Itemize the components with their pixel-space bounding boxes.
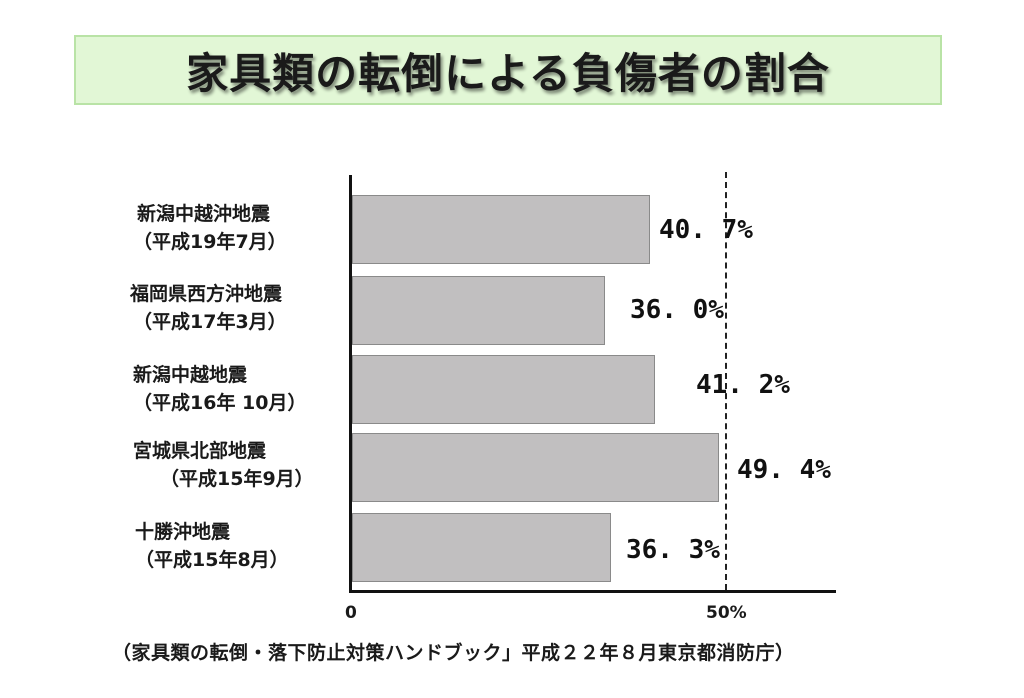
bar-niigata-chuetsu-oki: [352, 195, 650, 264]
bar-fukuoka-seiho-oki: [352, 276, 605, 345]
fifty-percent-reference-line: [725, 172, 727, 590]
source-citation: （家具類の転倒・落下防止対策ハンドブック」平成２２年８月東京都消防庁）: [112, 642, 795, 664]
value-label: 36. 0%: [630, 295, 724, 325]
category-label: 福岡県西方沖地震 （平成17年3月）: [130, 280, 287, 336]
page-title: 家具類の転倒による負傷者の割合: [186, 48, 830, 98]
value-label: 49. 4%: [737, 455, 831, 485]
category-label: 新潟中越地震 （平成16年 10月）: [133, 361, 307, 417]
bar-tokachi-oki: [352, 513, 611, 582]
x-tick-fifty: 50%: [706, 603, 747, 623]
x-axis-line: [349, 590, 836, 593]
y-axis-line: [349, 175, 352, 593]
bar-miyagi-hokubu: [352, 433, 719, 502]
category-label: 十勝沖地震 （平成15年8月）: [135, 518, 289, 574]
category-date: （平成17年3月）: [133, 311, 287, 333]
category-name: 新潟中越地震: [133, 364, 248, 386]
x-tick-zero: 0: [345, 603, 357, 623]
category-label: 新潟中越沖地震 （平成19年7月）: [133, 200, 287, 256]
category-date: （平成19年7月）: [133, 231, 287, 253]
category-name: 新潟中越沖地震: [137, 203, 271, 225]
category-name: 十勝沖地震: [135, 521, 231, 543]
value-label: 40. 7%: [659, 215, 753, 245]
value-label: 41. 2%: [696, 370, 790, 400]
category-name: 宮城県北部地震: [133, 440, 267, 462]
title-banner: 家具類の転倒による負傷者の割合: [74, 35, 942, 105]
bar-niigata-chuetsu: [352, 355, 655, 424]
category-name: 福岡県西方沖地震: [130, 283, 283, 305]
category-label: 宮城県北部地震 （平成15年9月）: [133, 437, 314, 493]
category-date: （平成15年9月）: [160, 468, 314, 490]
category-date: （平成16年 10月）: [133, 392, 307, 414]
category-date: （平成15年8月）: [135, 549, 289, 571]
value-label: 36. 3%: [626, 535, 720, 565]
